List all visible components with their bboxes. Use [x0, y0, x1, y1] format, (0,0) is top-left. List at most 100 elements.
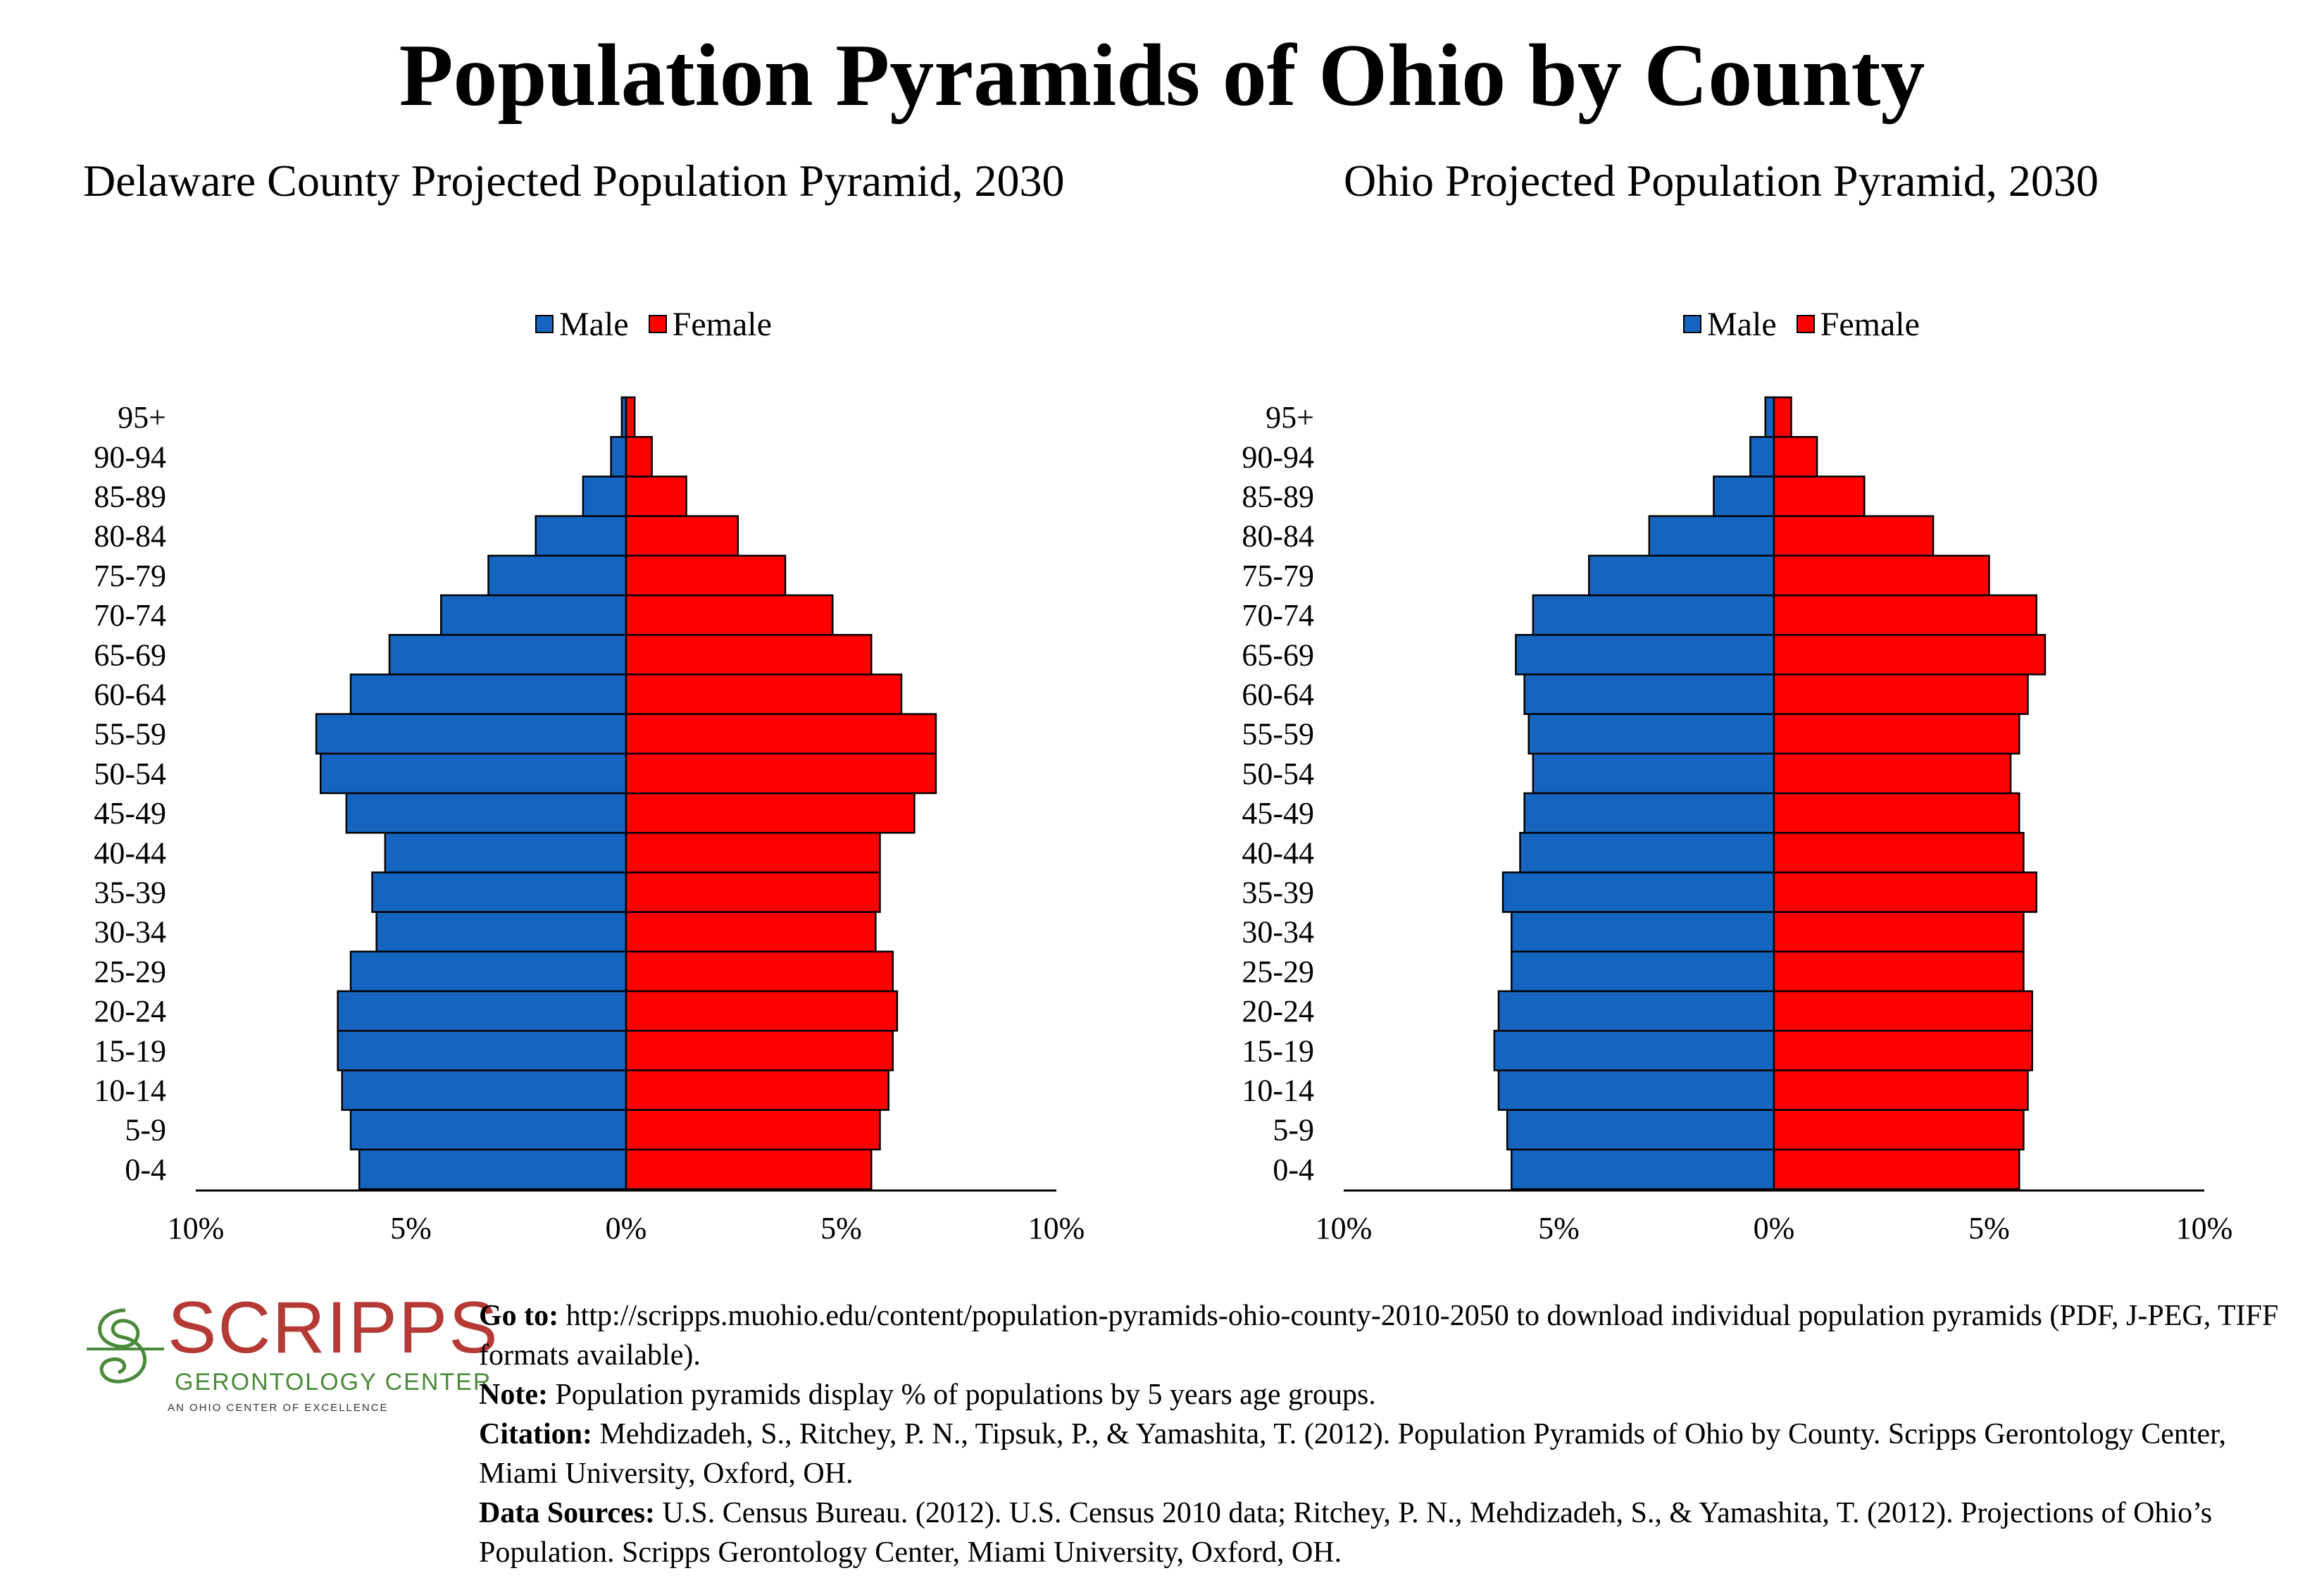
bar-female-65-69	[625, 633, 873, 676]
pyramid-chart-delaware: 0-4 5-9 10-14 15-19 20-24 25-29 30-34 35-39 40-4…	[94, 396, 1085, 1245]
age-group-label: 25-29	[94, 955, 166, 989]
bar-female-40-44	[1773, 831, 2025, 874]
footer-notes: Go to: http://scripps.muohio.edu/content…	[479, 1296, 2310, 1572]
bar-male-45-49	[345, 792, 627, 834]
bar-male-10-14	[1497, 1069, 1775, 1111]
chart-title: Ohio Projected Population Pyramid, 2030	[1344, 156, 2099, 206]
bar-female-35-39	[1773, 871, 2037, 913]
legend-label-female: Female	[1820, 305, 1920, 343]
age-group-label: 30-34	[1242, 915, 1314, 950]
bar-male-45-49	[1523, 792, 1775, 834]
bar-male-25-29	[349, 950, 627, 993]
bar-male-65-69	[388, 633, 627, 676]
chart-legend: Male Female	[1683, 303, 1939, 345]
bar-female-80-84	[1773, 515, 1935, 557]
bar-female-70-74	[625, 594, 834, 636]
logo-tagline: AN OHIO CENTER OF EXCELLENCE	[168, 1402, 389, 1414]
bar-male-20-24	[1497, 990, 1775, 1032]
bar-male-30-34	[1511, 911, 1775, 953]
bar-female-10-14	[625, 1069, 889, 1111]
bar-female-0-4	[1773, 1148, 2020, 1191]
bar-male-70-74	[1532, 594, 1775, 636]
age-group-label: 10-14	[94, 1074, 166, 1108]
logo-subtitle: GERONTOLOGY CENTER	[175, 1369, 492, 1396]
age-group-label: 5-9	[125, 1113, 166, 1148]
age-group-label: 40-44	[1242, 835, 1314, 870]
age-group-label: 90-94	[1242, 440, 1314, 474]
bar-female-95+	[625, 396, 636, 438]
bar-male-35-39	[371, 871, 627, 913]
chart-panel-ohio: Ohio Projected Population Pyramid, 2030 …	[1148, 141, 2310, 1245]
age-group-label: 75-79	[94, 559, 166, 593]
bar-female-15-19	[1773, 1029, 2033, 1071]
note: Note: Population pyramids display % of p…	[479, 1375, 2310, 1415]
x-tick-label: 5%	[390, 1211, 432, 1245]
age-group-label: 95+	[118, 400, 166, 435]
age-group-label: 60-64	[94, 678, 166, 712]
bar-male-80-84	[1648, 515, 1775, 557]
legend-item-male: Male	[1683, 305, 1777, 344]
bar-female-0-4	[625, 1148, 873, 1191]
age-group-label: 70-74	[94, 598, 166, 633]
bar-male-20-24	[337, 990, 627, 1032]
citation-label: Citation:	[479, 1418, 592, 1450]
bar-female-10-14	[1773, 1069, 2029, 1111]
bar-male-75-79	[487, 554, 627, 597]
legend-item-female: Female	[1796, 305, 1920, 344]
age-group-label: 10-14	[1242, 1074, 1314, 1108]
age-group-label: 40-44	[94, 835, 166, 870]
bar-female-60-64	[625, 673, 903, 715]
legend-swatch-male	[535, 315, 554, 333]
age-group-label: 20-24	[94, 994, 166, 1028]
note-label: Note:	[479, 1379, 548, 1411]
bar-male-85-89	[582, 476, 627, 517]
legend-item-female: Female	[648, 305, 772, 344]
scripps-logo: SCRIPPS GERONTOLOGY CENTER AN OHIO CENTE…	[83, 1289, 498, 1416]
legend-label-female: Female	[672, 305, 772, 343]
bar-female-40-44	[625, 831, 881, 874]
legend-label-male: Male	[1707, 305, 1777, 343]
bar-female-45-49	[625, 792, 916, 834]
bar-female-30-34	[1773, 911, 2025, 953]
legend-item-male: Male	[535, 305, 629, 344]
age-group-label: 95+	[1266, 400, 1314, 435]
x-tick-label: 5%	[1538, 1211, 1580, 1245]
bar-female-5-9	[625, 1109, 881, 1151]
bar-female-50-54	[625, 752, 937, 795]
age-group-label: 65-69	[94, 638, 166, 672]
age-group-label: 55-59	[94, 717, 166, 752]
data-sources: Data Sources: U.S. Census Bureau. (2012)…	[479, 1493, 2310, 1572]
age-group-label: 85-89	[94, 480, 166, 514]
bar-female-75-79	[625, 554, 787, 597]
bar-male-95+	[1764, 396, 1775, 438]
bar-female-35-39	[625, 871, 881, 913]
bar-male-60-64	[1523, 673, 1775, 715]
bar-male-60-64	[349, 673, 627, 715]
x-tick-label: 5%	[820, 1211, 862, 1245]
x-tick-label: 0%	[1754, 1211, 1795, 1245]
bar-male-40-44	[384, 831, 627, 874]
bar-female-90-94	[625, 435, 653, 478]
age-group-label: 60-64	[1242, 678, 1314, 712]
age-group-label: 80-84	[1242, 519, 1314, 554]
logo-wordmark: SCRIPPS	[168, 1287, 499, 1369]
x-tick-label: 10%	[168, 1211, 225, 1245]
age-group-label: 20-24	[1242, 994, 1314, 1028]
age-group-label: 45-49	[94, 796, 166, 831]
age-group-label: 80-84	[94, 519, 166, 554]
chart-title: Delaware County Projected Population Pyr…	[83, 156, 1065, 206]
logo-swirl-icon	[87, 1308, 164, 1384]
bar-female-15-19	[625, 1029, 894, 1071]
bar-male-65-69	[1515, 633, 1775, 676]
bar-male-5-9	[1506, 1109, 1775, 1151]
goto-text: http://scripps.muohio.edu/content/popula…	[479, 1300, 2279, 1372]
bar-male-70-74	[440, 594, 627, 636]
age-group-label: 90-94	[94, 440, 166, 474]
footer: SCRIPPS GERONTOLOGY CENTER AN OHIO CENTE…	[0, 1268, 2324, 1571]
bar-male-0-4	[1511, 1148, 1775, 1191]
age-group-label: 30-34	[94, 915, 166, 950]
age-group-label: 75-79	[1242, 559, 1314, 593]
bar-male-85-89	[1713, 476, 1775, 517]
bar-male-25-29	[1511, 950, 1775, 993]
sources-text: U.S. Census Bureau. (2012). U.S. Census …	[479, 1497, 2213, 1569]
